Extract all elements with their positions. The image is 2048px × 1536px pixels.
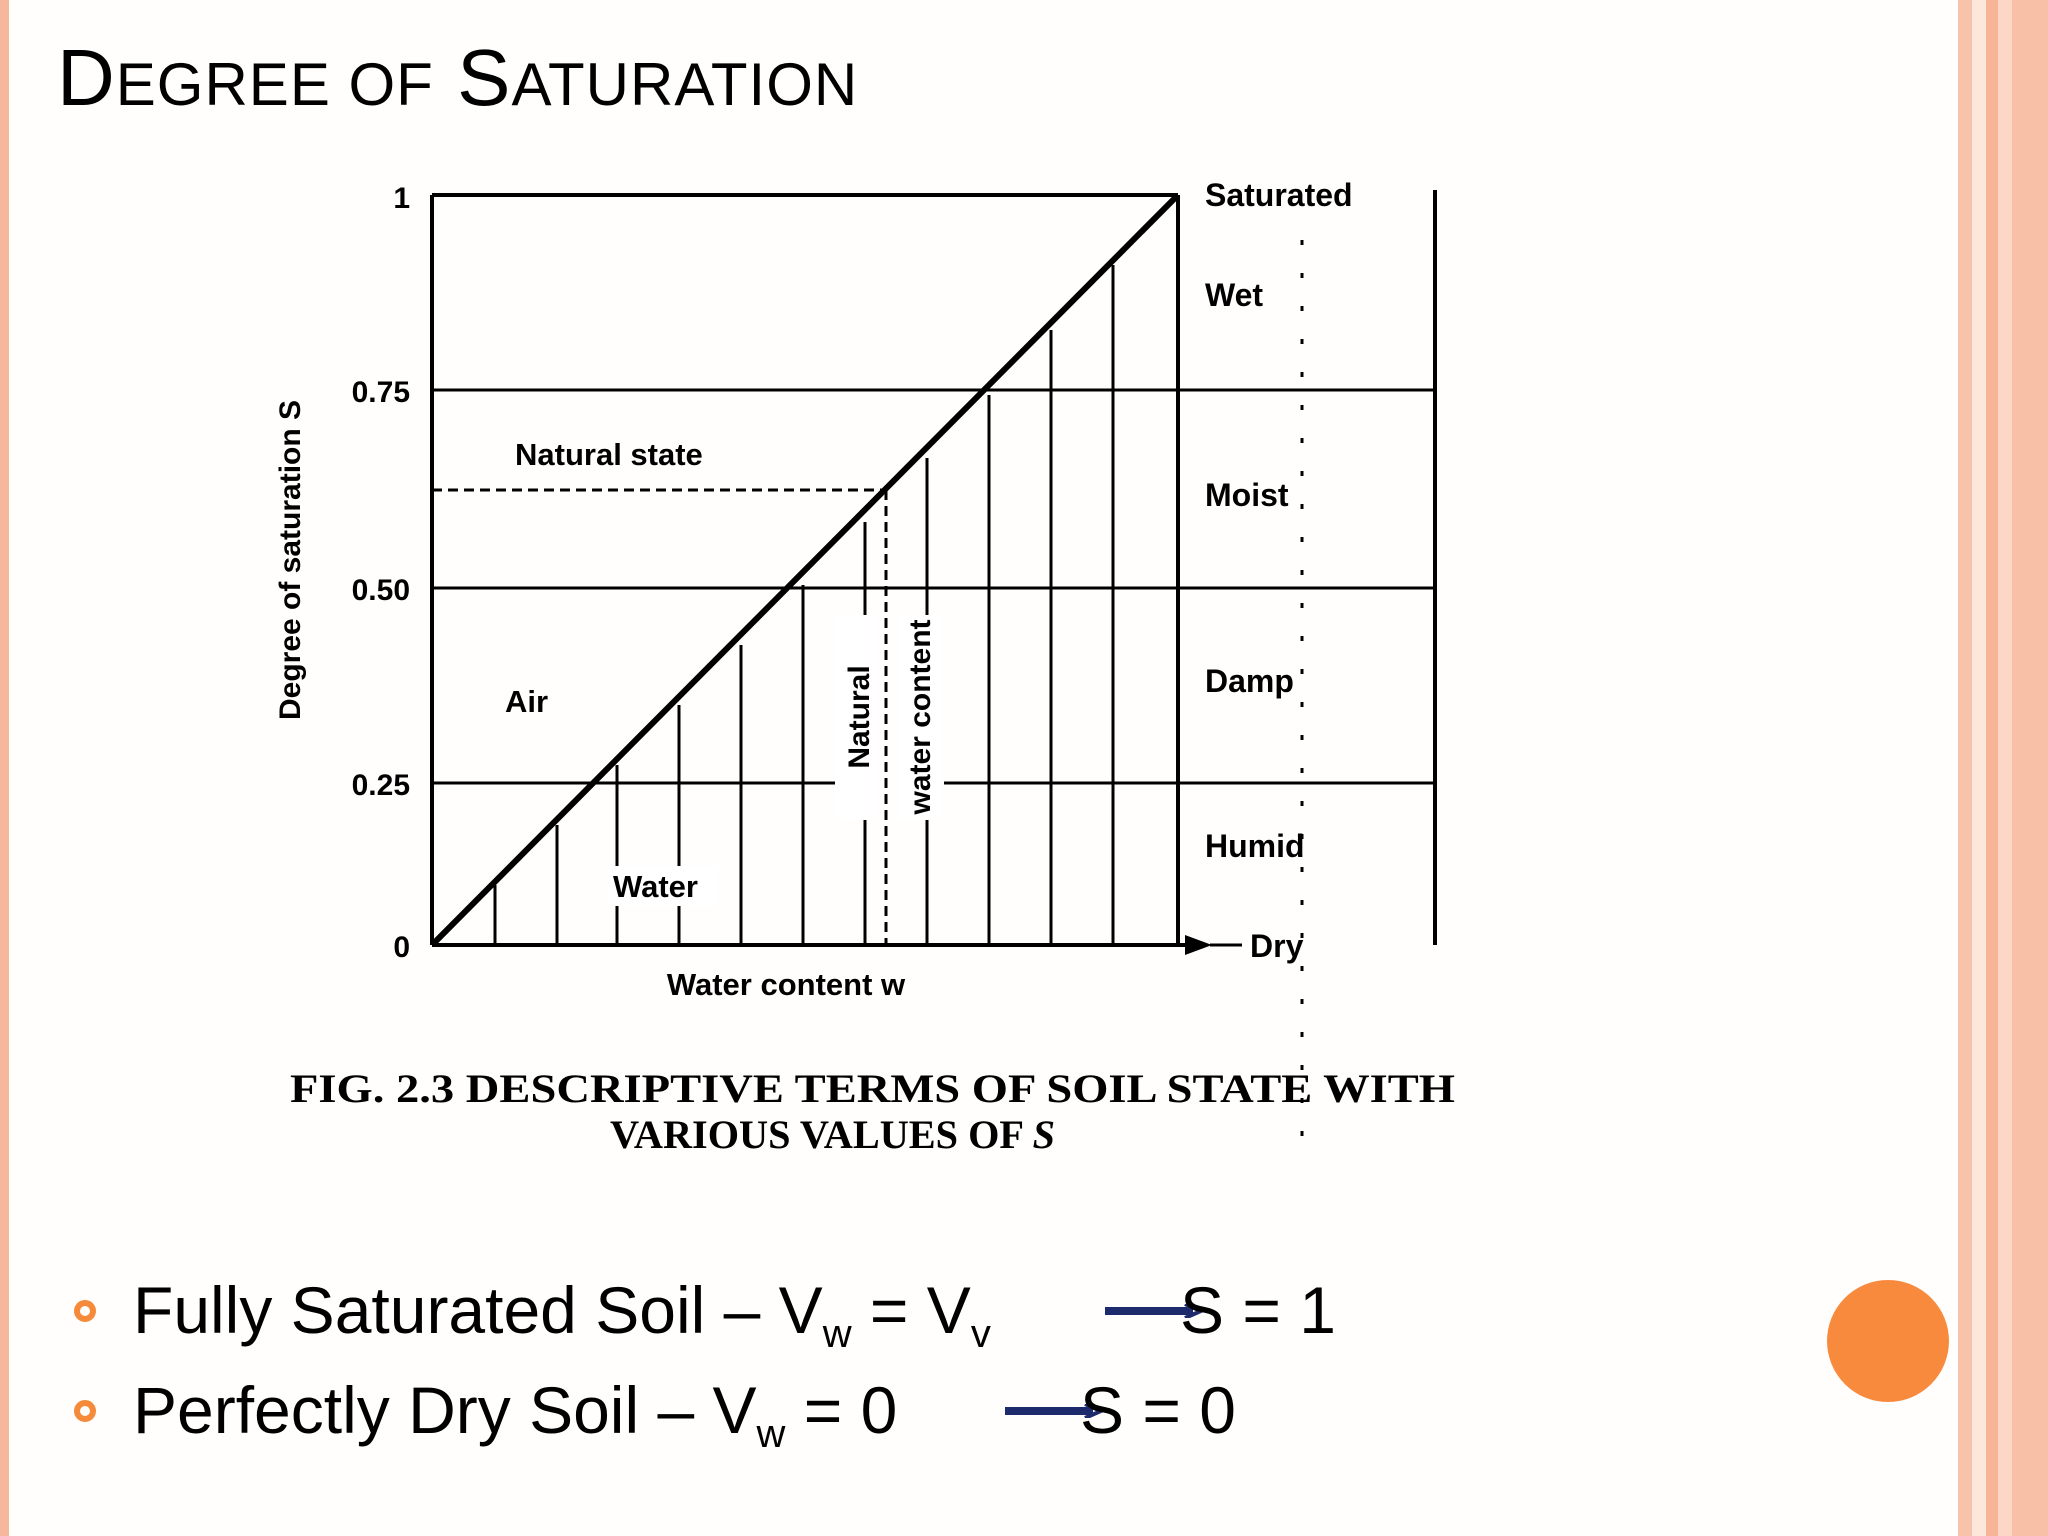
subscript: v <box>970 1312 991 1356</box>
bullet-text: Fully Saturated Soil – Vw = Vv <box>133 1270 991 1354</box>
soil-state-label: Wet <box>1205 277 1263 313</box>
saturation-diagram: 1 0.75 0.50 0.25 0 Degree of saturation … <box>274 177 1455 1160</box>
y-tick-label: 0 <box>393 931 410 964</box>
y-tick-label: 0.75 <box>352 376 410 409</box>
air-label: Air <box>505 684 548 719</box>
title-cap: D <box>57 33 116 122</box>
water-label: Water <box>613 869 698 904</box>
title-small-caps: ATURATION <box>511 51 859 118</box>
water-hatching <box>493 265 1115 945</box>
y-tick-label: 0.50 <box>352 574 410 607</box>
bullet-text-part: Perfectly Dry Soil – V <box>133 1373 757 1447</box>
decorative-circle <box>1827 1280 1949 1402</box>
y-axis-label: Degree of saturation S <box>274 400 307 720</box>
title-small-caps: EGREE OF <box>115 51 434 118</box>
result-equation: S = 0 <box>1080 1373 1236 1447</box>
natural-state-label: Natural state <box>515 437 703 472</box>
right-border-stripe <box>1986 0 1998 1536</box>
bullet-ring-icon <box>74 1300 96 1322</box>
saturation-diagonal <box>429 192 1181 948</box>
natural-water-content-backdrop <box>898 615 940 820</box>
soil-state-label: Humid <box>1205 828 1305 864</box>
right-border-stripe <box>1972 0 1986 1536</box>
y-tick-label: 0.25 <box>352 769 410 802</box>
x-axis-label: Water content w <box>667 967 906 1002</box>
bullet-text: Perfectly Dry Soil – Vw = 0 <box>133 1370 898 1454</box>
right-border-stripe <box>1958 0 1972 1536</box>
subscript: w <box>822 1312 852 1356</box>
right-arrow-icon <box>1105 1304 1205 1318</box>
soil-state-label: Damp <box>1205 663 1294 699</box>
bullet-text-part: = 0 <box>785 1373 898 1447</box>
right-border-stripe <box>1998 0 2012 1536</box>
soil-state-label: Saturated <box>1205 177 1353 213</box>
caption-text: VARIOUS VALUES OF <box>610 1112 1033 1157</box>
title-cap: S <box>457 33 512 122</box>
figure-caption: FIG. 2.3 DESCRIPTIVE TERMS OF SOIL STATE… <box>290 1066 1455 1111</box>
slide-title: DEGREE OF SATURATION <box>57 30 858 133</box>
natural-water-content-backdrop <box>835 615 875 820</box>
subscript: w <box>756 1412 786 1456</box>
bullet-ring-icon <box>74 1400 96 1422</box>
soil-state-label: Dry <box>1250 928 1304 964</box>
bullet-text-part: = V <box>851 1273 971 1347</box>
result-equation: S = 1 <box>1180 1273 1336 1347</box>
caption-italic-s: S <box>1033 1112 1055 1157</box>
figure-caption: VARIOUS VALUES OF S <box>610 1112 1055 1157</box>
x-axis-arrowhead <box>1185 935 1212 955</box>
right-arrow-icon <box>1005 1404 1105 1418</box>
natural-water-content-label: Natural <box>843 665 876 768</box>
y-tick-label: 1 <box>393 182 410 215</box>
natural-water-content-label: water content <box>904 619 937 815</box>
water-label-backdrop <box>608 866 718 906</box>
bullet-text-part: Fully Saturated Soil – V <box>133 1273 823 1347</box>
right-border-stripe <box>2012 0 2048 1536</box>
left-border-stripe <box>0 0 9 1536</box>
soil-state-label: Moist <box>1205 477 1289 513</box>
